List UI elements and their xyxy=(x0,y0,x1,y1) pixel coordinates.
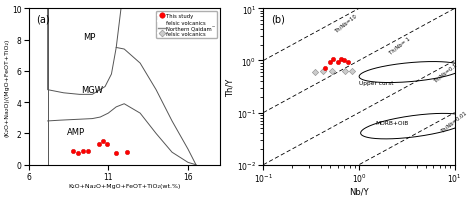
Text: MORB+OIB: MORB+OIB xyxy=(375,120,409,125)
Text: MGW: MGW xyxy=(82,86,103,95)
Text: Th/Nb=10: Th/Nb=10 xyxy=(334,13,358,33)
Y-axis label: Th/Y: Th/Y xyxy=(226,78,235,96)
Text: Th/Nb=0.1: Th/Nb=0.1 xyxy=(433,62,459,83)
Text: AMP: AMP xyxy=(67,128,85,137)
Text: (a): (a) xyxy=(36,14,50,24)
X-axis label: K₂O+Na₂O+MgO+FeOT+TiO₂(wt.%): K₂O+Na₂O+MgO+FeOT+TiO₂(wt.%) xyxy=(68,184,181,188)
Text: Upper curst: Upper curst xyxy=(359,80,393,85)
Text: Th/Nb= 1: Th/Nb= 1 xyxy=(388,36,410,55)
Text: Th/Nb=0.01: Th/Nb=0.01 xyxy=(440,109,468,133)
X-axis label: Nb/Y: Nb/Y xyxy=(349,187,369,196)
Y-axis label: (K₂O+Na₂O)/(MgO+FeOT+TiO₂): (K₂O+Na₂O)/(MgO+FeOT+TiO₂) xyxy=(4,38,9,136)
Text: MP: MP xyxy=(83,33,95,42)
Text: (b): (b) xyxy=(271,14,285,24)
Legend: This study, felsic volcanics    _, Northern Qaidam, felsic volcanics: This study, felsic volcanics _, Northern… xyxy=(156,12,217,39)
